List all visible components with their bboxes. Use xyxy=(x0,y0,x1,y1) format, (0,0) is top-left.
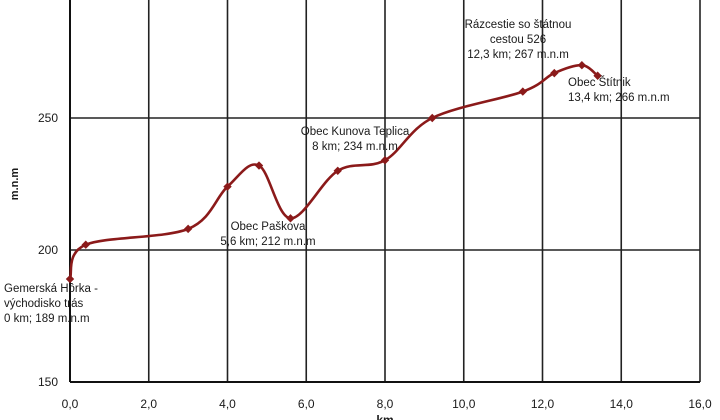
data-point xyxy=(380,156,390,165)
x-tick-label: 4,0 xyxy=(219,397,236,411)
point-annotation: Gemerská Hôrka -východisko trás 0 km; 189… xyxy=(4,283,98,325)
data-point xyxy=(593,71,602,80)
data-point xyxy=(65,274,75,284)
series-layer xyxy=(65,61,602,284)
x-tick-label: 6,0 xyxy=(298,397,315,411)
y-tick-label: 200 xyxy=(38,243,58,257)
point-annotation: Obec Štítnik 13,4 km; 266 m.n.m xyxy=(568,76,670,104)
x-tick-labels: 0,0 2,0 4,0 6,0 8,0 10,0 12,0 14,0 16,0 xyxy=(62,397,712,411)
data-point xyxy=(333,166,342,175)
y-tick-labels: 150 200 250 xyxy=(38,111,58,389)
data-point xyxy=(223,182,232,191)
x-tick-label: 0,0 xyxy=(62,397,79,411)
x-tick-label: 12,0 xyxy=(531,397,555,411)
x-tick-label: 14,0 xyxy=(610,397,634,411)
x-tick-label: 8,0 xyxy=(377,397,394,411)
point-annotation: Obec Kunova Teplica 8 km; 234 m.n.m xyxy=(301,126,410,153)
x-tick-label: 10,0 xyxy=(452,397,476,411)
axes xyxy=(69,0,700,383)
y-axis-label: m.n.m xyxy=(9,168,21,201)
grid xyxy=(70,0,701,382)
data-point xyxy=(428,113,437,123)
point-annotation: Obec Paškova 5,6 km; 212 m.n.m xyxy=(220,221,315,248)
data-point xyxy=(518,87,528,96)
data-point xyxy=(550,68,559,78)
data-point xyxy=(577,61,587,70)
data-point xyxy=(254,161,264,170)
data-point xyxy=(183,224,193,234)
y-tick-label: 150 xyxy=(38,375,58,389)
data-point xyxy=(81,240,90,249)
x-axis-label: km xyxy=(376,413,393,420)
data-point xyxy=(286,214,295,223)
x-tick-label: 16,0 xyxy=(688,397,712,411)
y-tick-label: 250 xyxy=(38,111,58,125)
point-annotation: Rázcestie so štátnou cestou 526 12,3 km; 2… xyxy=(465,19,572,61)
x-tick-label: 2,0 xyxy=(140,397,157,411)
annotations: Gemerská Hôrka -východisko trás 0 km; 189… xyxy=(4,19,670,325)
